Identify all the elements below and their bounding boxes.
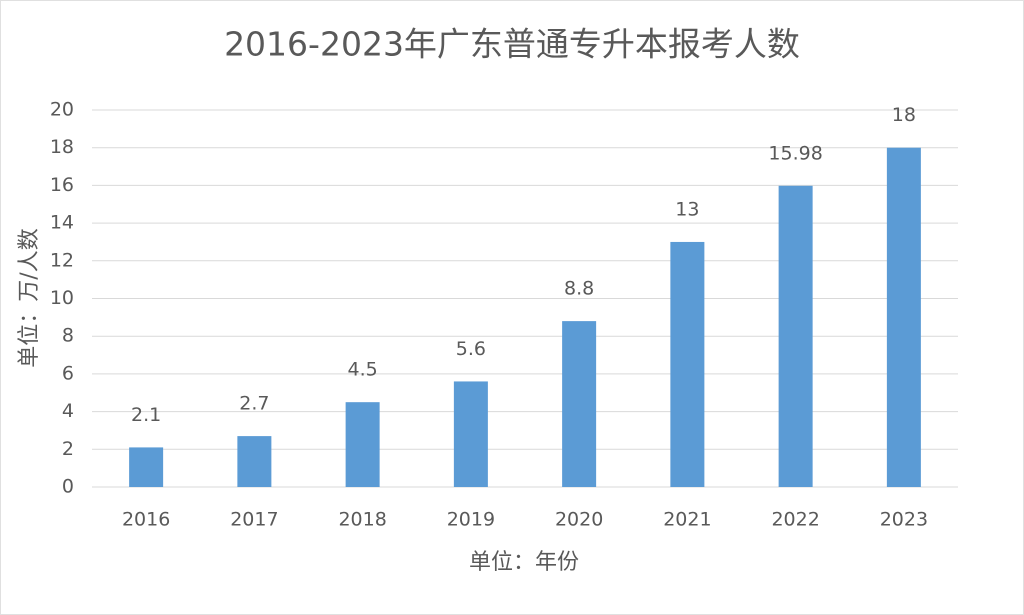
y-tick-label: 20 xyxy=(50,99,74,121)
y-tick-label: 0 xyxy=(62,476,74,498)
bar xyxy=(237,436,272,487)
data-label: 8.8 xyxy=(564,278,594,300)
data-label: 2.1 xyxy=(131,404,161,426)
bar xyxy=(670,241,705,487)
y-axis-label: 单位：万/人数 xyxy=(17,228,42,367)
bar xyxy=(562,321,597,487)
x-tick-label: 2017 xyxy=(230,509,278,531)
data-label: 5.6 xyxy=(456,338,486,360)
bar xyxy=(345,402,380,487)
y-tick-label: 12 xyxy=(50,249,74,271)
y-tick-label: 4 xyxy=(62,400,74,422)
bar xyxy=(129,447,164,487)
x-tick-label: 2016 xyxy=(122,509,170,531)
y-tick-label: 16 xyxy=(50,174,74,196)
data-label: 4.5 xyxy=(348,359,378,381)
bar xyxy=(886,147,921,487)
data-label: 2.7 xyxy=(239,393,269,415)
x-tick-label: 2022 xyxy=(771,509,819,531)
bar xyxy=(778,185,813,488)
x-axis-label: 单位：年份 xyxy=(469,550,579,575)
x-tick-label: 2023 xyxy=(880,509,928,531)
y-tick-label: 8 xyxy=(62,325,74,347)
y-tick-label: 6 xyxy=(62,362,74,384)
x-tick-label: 2019 xyxy=(447,509,495,531)
x-tick-label: 2018 xyxy=(338,509,386,531)
bar xyxy=(453,381,488,487)
y-tick-label: 18 xyxy=(50,136,74,158)
y-tick-label: 10 xyxy=(50,287,74,309)
data-label: 15.98 xyxy=(768,142,822,164)
chart-title: 2016-2023年广东普通专升本报考人数 xyxy=(224,25,800,64)
y-tick-label: 14 xyxy=(50,212,74,234)
data-label: 18 xyxy=(892,104,916,126)
y-tick-label: 2 xyxy=(62,438,74,460)
x-tick-label: 2020 xyxy=(555,509,603,531)
data-label: 13 xyxy=(675,198,699,220)
x-tick-label: 2021 xyxy=(663,509,711,531)
